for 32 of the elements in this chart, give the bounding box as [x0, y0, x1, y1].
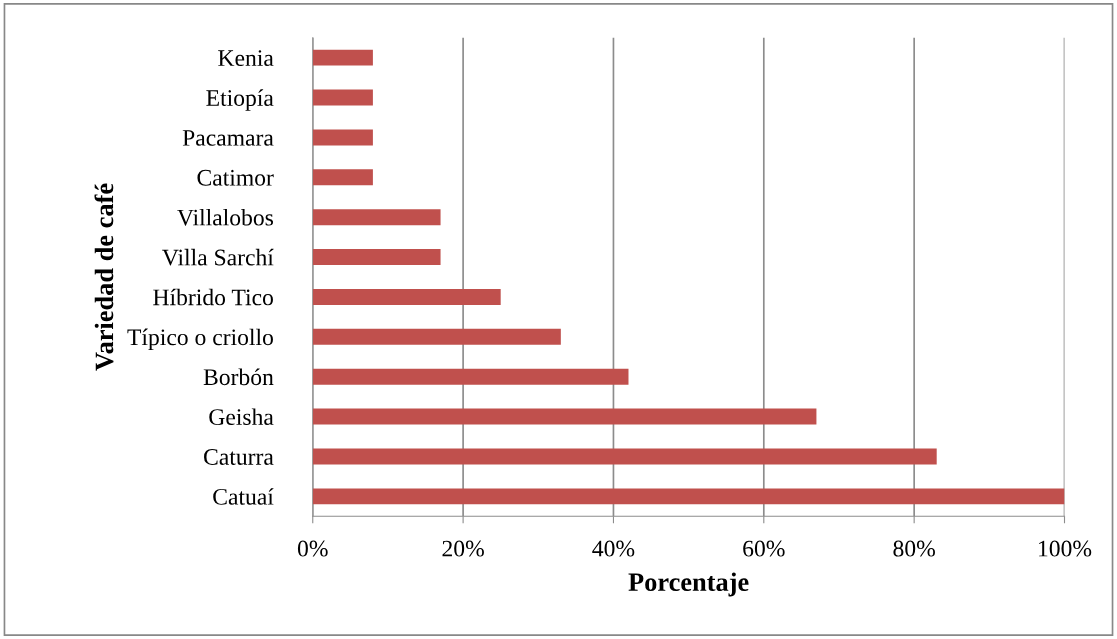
bar [312, 49, 373, 66]
x-tick-label: 20% [442, 540, 484, 557]
bar [312, 288, 501, 305]
x-tick-label: 100% [1039, 540, 1092, 557]
bar [312, 488, 1065, 505]
bar [312, 89, 373, 106]
x-axis-title: Porcentaje [628, 572, 749, 597]
y-tick-label: Borbón [203, 368, 274, 386]
y-tick-label: Kenia [218, 50, 274, 67]
bar [312, 249, 441, 266]
y-axis-title: Variedad de café [94, 183, 114, 371]
y-tick-label: Caturra [204, 449, 274, 465]
bar [312, 368, 629, 385]
x-tick-label: 80% [893, 540, 935, 557]
y-tick-label: Pacamara [182, 130, 274, 146]
bar [312, 129, 373, 146]
bar [312, 328, 561, 345]
y-tick-label: Geisha [209, 408, 274, 426]
y-tick-label: Típico o criollo [127, 328, 273, 351]
x-tick-label: 40% [592, 540, 635, 557]
bar [312, 408, 817, 425]
y-tick-label: Híbrido Tico [153, 288, 273, 306]
bar [312, 448, 937, 465]
y-tick-label: Villalobos [177, 208, 274, 226]
y-tick-label: Catimor [197, 169, 274, 186]
x-tick-label: 0% [297, 540, 328, 557]
bar [312, 169, 373, 186]
y-tick-label: Villa Sarchí [162, 248, 274, 266]
x-tick-label: 60% [743, 540, 785, 557]
y-tick-label: Catuaí [213, 488, 274, 505]
y-tick-label: Etiopía [206, 89, 274, 111]
bar [312, 209, 441, 226]
